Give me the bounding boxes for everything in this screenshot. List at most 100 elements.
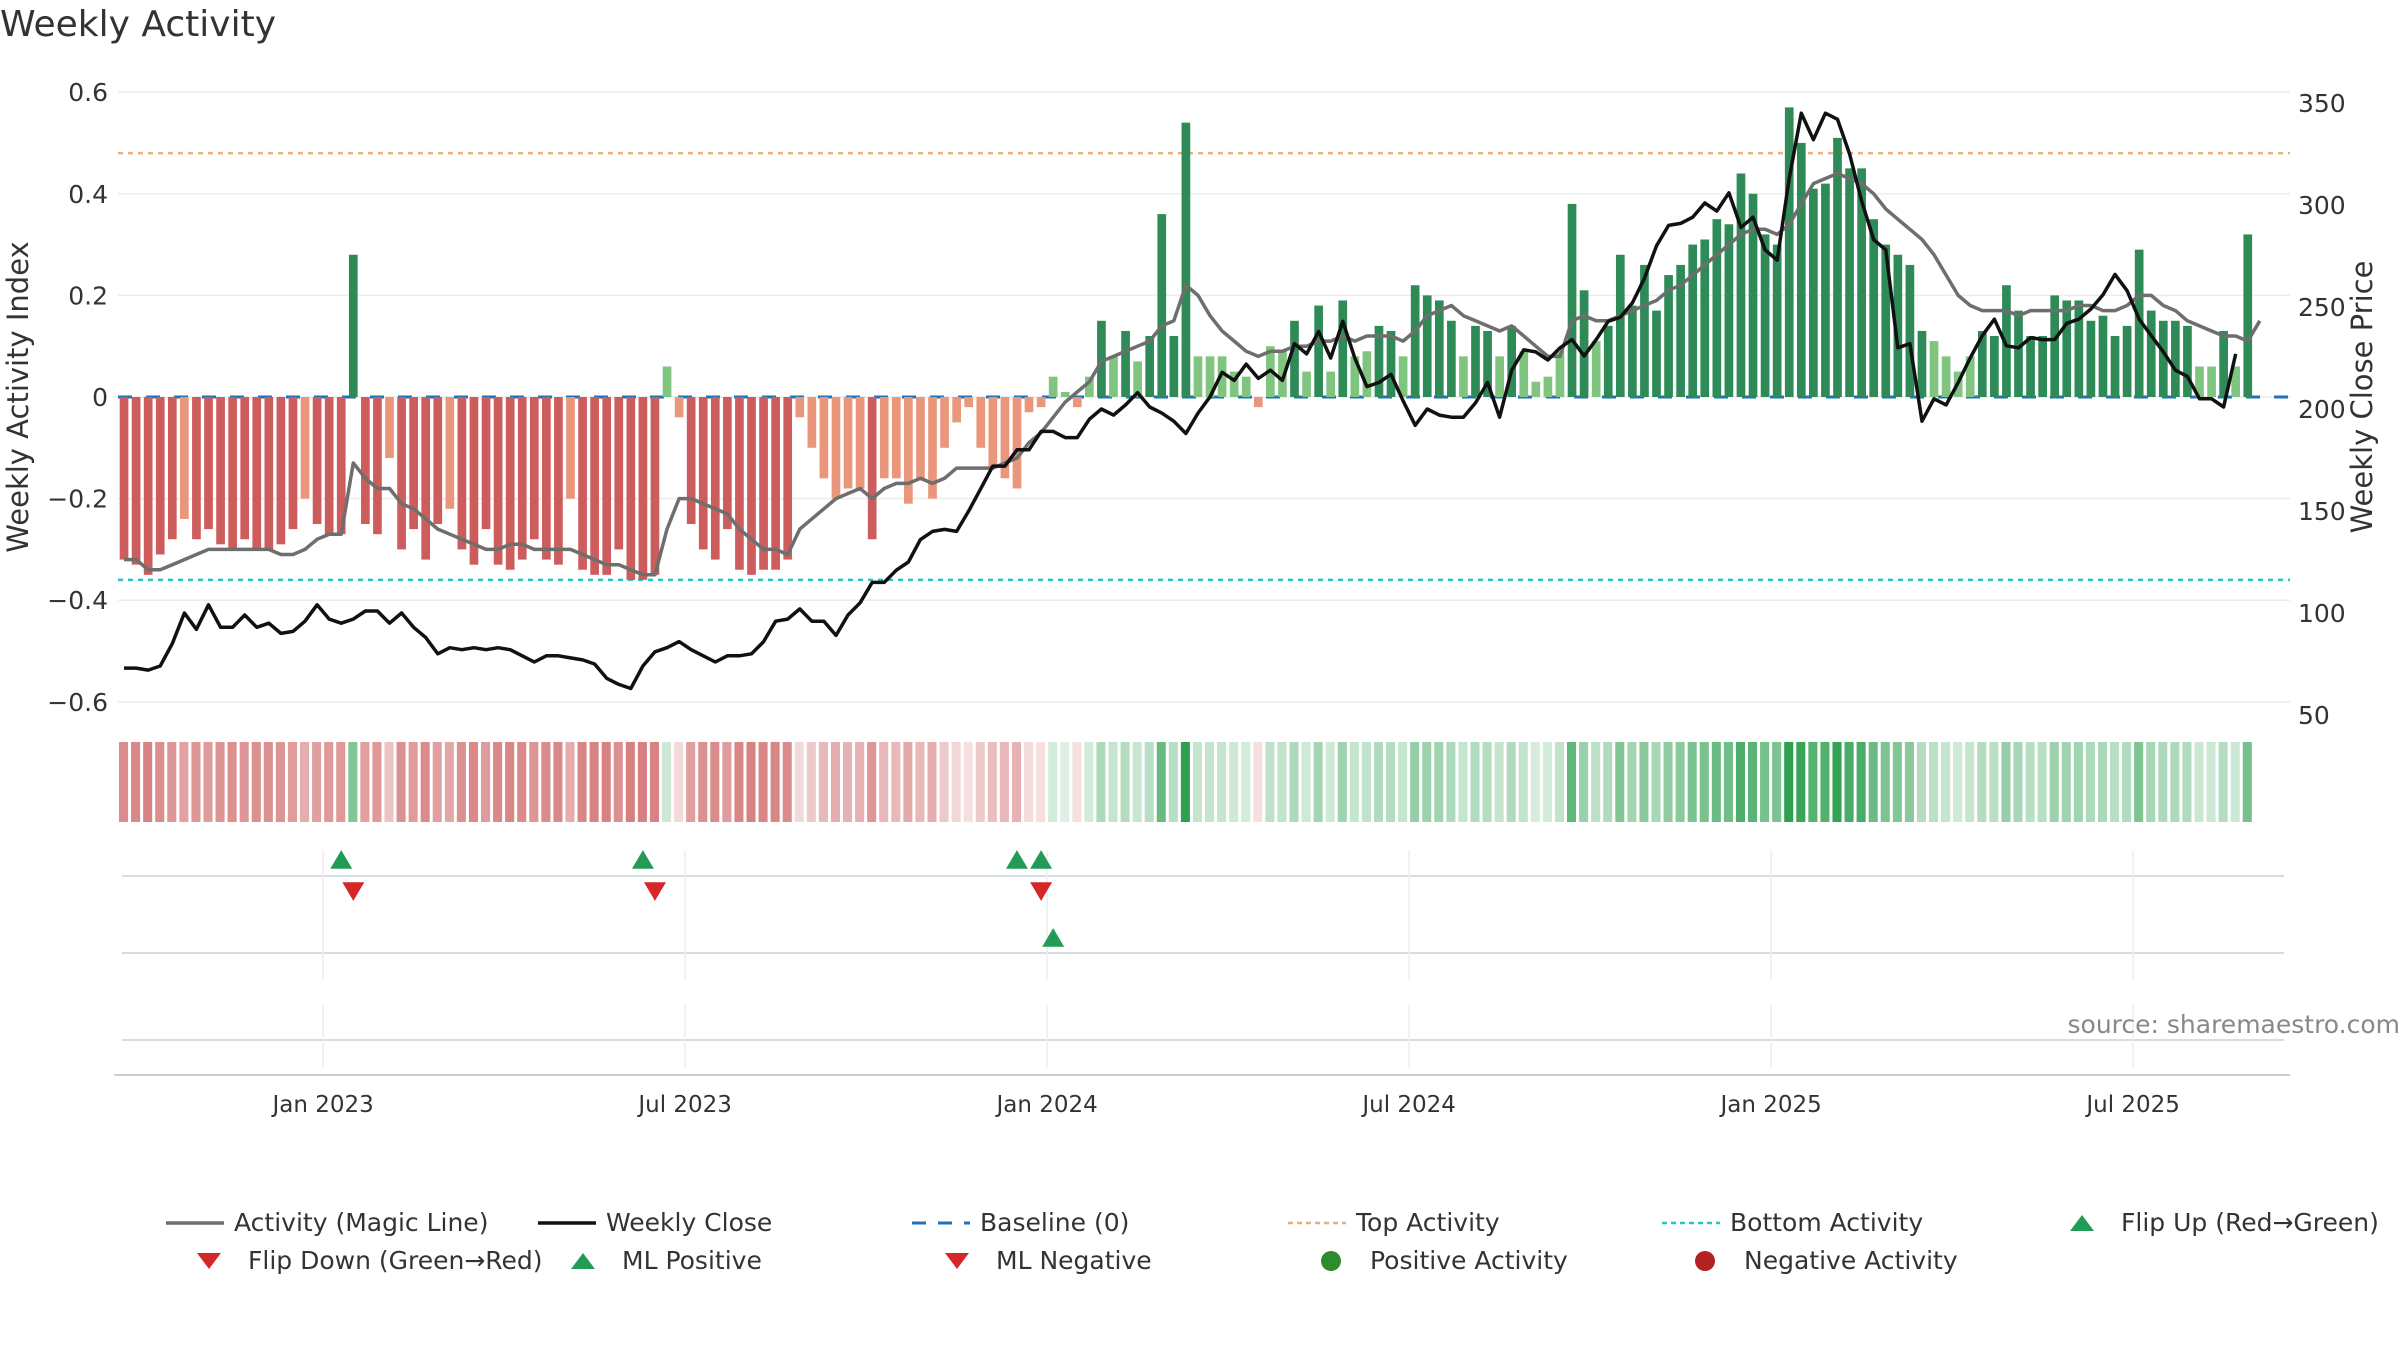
activity-bar [373,397,382,535]
heat-cell [432,742,442,822]
heat-cell [1084,742,1094,822]
heat-cell [2242,742,2252,822]
triangle-up-icon [2051,1210,2113,1236]
heat-cell [2110,742,2120,822]
legend-item: Weekly Close [536,1208,772,1237]
activity-bar [1640,264,1649,397]
activity-bar [578,397,587,570]
activity-bar [1821,183,1830,397]
heat-cell [215,742,225,822]
activity-bar [1326,371,1336,397]
reference-lines [118,151,2290,582]
heat-cell [1735,742,1745,822]
activity-bar [1591,341,1601,397]
heat-cell [915,742,925,822]
activity-bar [807,397,817,448]
heat-cell [746,742,756,822]
heat-cell [891,742,901,822]
legend-item: Activity (Magic Line) [164,1208,488,1237]
heat-cell [1398,742,1408,822]
activity-bar [2171,320,2180,397]
y-tick-label: 0.4 [68,180,108,209]
legend-item: Negative Activity [1674,1246,1958,1275]
heat-cell [818,742,828,822]
activity-bar [1193,356,1203,397]
activity-bar [2134,249,2144,397]
heat-cell [1832,742,1842,822]
activity-bar [180,397,189,519]
activity-bar [2002,285,2011,397]
activity-bar [216,397,225,545]
heat-cell [263,742,273,822]
heat-cell [1301,742,1311,822]
heat-cell [227,742,237,822]
heat-cell [1651,742,1661,822]
heat-cell [119,742,129,822]
activity-bar [1012,397,1022,489]
heat-cell [1965,742,1975,822]
heat-cell [903,742,913,822]
heat-cell [468,742,478,822]
heat-cell [1687,742,1697,822]
heat-cell [2230,742,2240,822]
heat-cell [951,742,961,822]
heat-cell [963,742,973,822]
activity-bar [2243,234,2253,397]
activity-bar [1109,356,1118,397]
heat-cell [203,742,213,822]
activity-bar [1024,397,1034,413]
flip-up-marker [1005,850,1028,869]
magic-line [124,171,2262,577]
activity-bar [2183,325,2192,397]
heat-cell [1760,742,1770,822]
legend-item: Baseline (0) [910,1208,1129,1237]
heat-cell [1096,742,1106,822]
activity-bar [795,397,805,418]
x-tick-label: Jan 2025 [1718,1092,1821,1118]
activity-bar [421,397,431,560]
y2-tick-label: 300 [2298,191,2346,220]
y-tick-label: 0.6 [68,78,108,107]
activity-bar [1531,381,1541,397]
heat-cell [456,742,466,822]
activity-bar [2110,336,2120,397]
heat-cell [155,742,165,822]
heat-cell [1748,742,1758,822]
legend-label: Bottom Activity [1730,1208,1924,1237]
heat-cell [1180,742,1190,822]
activity-bar [855,397,865,489]
heat-cell [2158,742,2168,822]
activity-bar [385,397,394,458]
activity-bar [1229,371,1239,397]
y-axis-title: Weekly Activity Index [1,241,35,552]
activity-bar [1410,285,1420,397]
activity-bar [505,397,515,570]
heat-cell [1615,742,1625,822]
legend-item: Flip Down (Green→Red) [178,1246,543,1275]
heat-cell [1060,742,1070,822]
heat-cell [1229,742,1239,822]
heat-cell [287,742,297,822]
activity-bar [735,397,744,570]
heat-cell [855,742,865,822]
activity-bar [2158,320,2168,397]
activity-bar [1833,137,1842,398]
heat-cell [2061,742,2071,822]
heat-cell [1205,742,1215,822]
heat-cell [1675,742,1685,822]
heat-cell [1482,742,1492,822]
activity-bar [783,397,793,560]
heat-cell [1337,742,1347,822]
y2-tick-label: 250 [2298,293,2346,322]
activity-bar [469,397,479,565]
dotted-line-icon [1660,1210,1722,1236]
y2-tick-label: 150 [2298,497,2346,526]
activity-bar [662,366,672,397]
heat-cell [1168,742,1178,822]
activity-bar [204,397,213,530]
activity-bar [1205,356,1215,397]
flip-up-marker [1030,850,1053,869]
heat-cell [1820,742,1830,822]
activity-bar [1760,234,1770,397]
heat-cell [493,742,503,822]
